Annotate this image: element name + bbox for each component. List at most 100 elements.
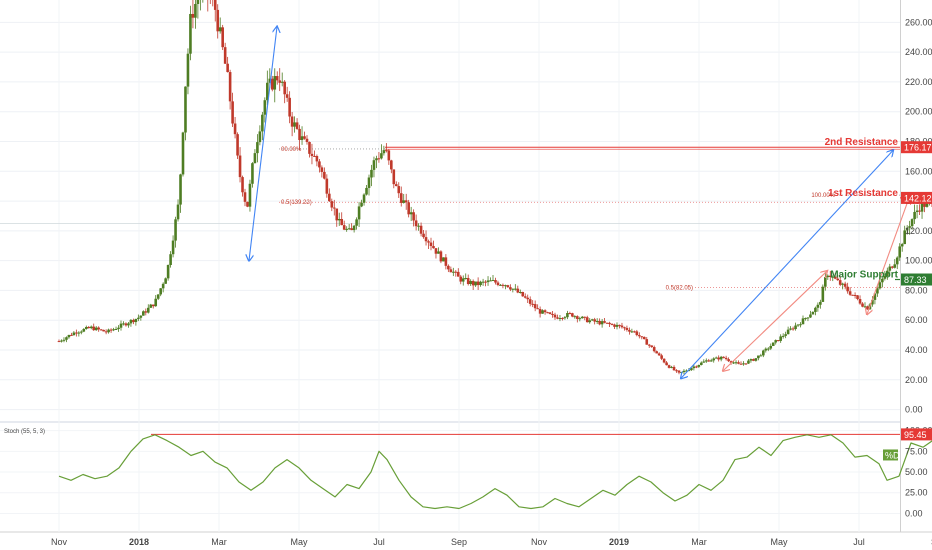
candle-body [806,317,810,319]
candle-body [283,81,286,95]
candle-body [657,353,661,356]
candle-body [700,362,703,365]
candle-body [479,281,482,286]
price-tick-label: 120.00 [905,226,932,236]
candle-body [253,153,257,164]
candle-body [427,241,430,243]
candle-body [342,225,346,230]
candle-body [305,138,309,142]
candle-body [394,184,398,187]
candle-body [154,298,158,307]
candle-body [580,316,584,319]
fib-upper-half-label: 0.5(139.22) [281,200,312,206]
candle-body [494,280,497,283]
price-tick-label: 160.00 [905,166,932,176]
candle-body [893,264,897,268]
candle-body [62,339,66,341]
candle-body [858,299,862,304]
candle-body [474,281,477,286]
candle-body [841,283,844,285]
candle-body [241,177,244,193]
price-tick-label: 240.00 [905,47,932,57]
candle-body [82,328,86,332]
candle-body [548,312,552,314]
candle-body [506,285,510,288]
stoch-d-badge [883,449,898,461]
candle-body [516,288,520,293]
candle-body [442,257,445,262]
candle-body [573,316,577,318]
candle-body [422,233,425,238]
candle-body [337,219,341,221]
candle-body [461,278,465,282]
candle-body [434,248,438,254]
candle-body [179,174,182,205]
candle-body [399,193,403,203]
candle-body [452,271,455,273]
candle-body [754,358,758,361]
candle-body [347,228,351,230]
candle-body [137,317,140,319]
candle-body [407,202,410,215]
arrow-line [249,27,277,261]
candle-body [112,329,115,331]
candle-body [429,242,433,247]
candle-body [328,193,331,202]
candle-body [553,314,557,318]
candle-body [151,304,155,307]
candle-body [134,318,138,323]
candle-body [895,257,899,265]
fib-lower-100-label: 100.00% [811,193,835,199]
candle-body [491,280,495,282]
candle-body [496,282,500,286]
fib-upper-0-label: 00.00% [281,147,302,153]
candle-body [774,340,778,343]
candle-body [523,296,527,298]
candle-body [382,150,386,154]
candle-body [243,192,247,202]
stoch-top-badge-text: 95.45 [904,430,927,440]
candle-body [124,323,128,326]
candle-body [538,308,542,314]
candle-body [367,177,371,188]
stoch-tick-label: 0.00 [905,508,923,518]
candle-body [675,370,678,372]
candle-body [385,150,388,152]
candle-body [375,158,378,161]
candle-body [913,211,916,220]
candle-body [189,13,192,54]
candle-body [598,320,601,325]
candle-body [402,200,406,203]
candle-body [742,363,745,365]
candle-body [447,265,450,270]
candle-body [514,288,517,290]
candle-body [878,282,882,289]
candle-body [794,325,797,330]
level-labels: Stoch (55, 5, 3) 2nd Resistance 176.17 1st … [4,137,932,461]
candle-body [99,329,103,331]
candle-body [804,318,807,320]
price-tick-label: 200.00 [905,107,932,117]
candle-body [702,361,706,363]
arrow-line [681,150,893,378]
candle-body [511,288,515,290]
candle-body [471,280,475,286]
candle-body [918,210,921,212]
candle-body [863,306,867,308]
candle-body [60,340,63,342]
candle-body [404,200,408,203]
candle-body [747,360,750,364]
candle-body [196,0,200,4]
candle-body [164,278,167,284]
candle-body [786,329,790,335]
first-resistance-badge [901,191,932,204]
candle-body [603,321,606,323]
candle-body [848,291,852,295]
arrow-annotations [249,27,932,378]
candle-body [536,308,539,310]
candle-body [722,356,725,358]
candle-body [313,155,316,157]
candle-body [352,225,356,231]
arrow-line [723,271,827,371]
candle-body [65,337,68,340]
